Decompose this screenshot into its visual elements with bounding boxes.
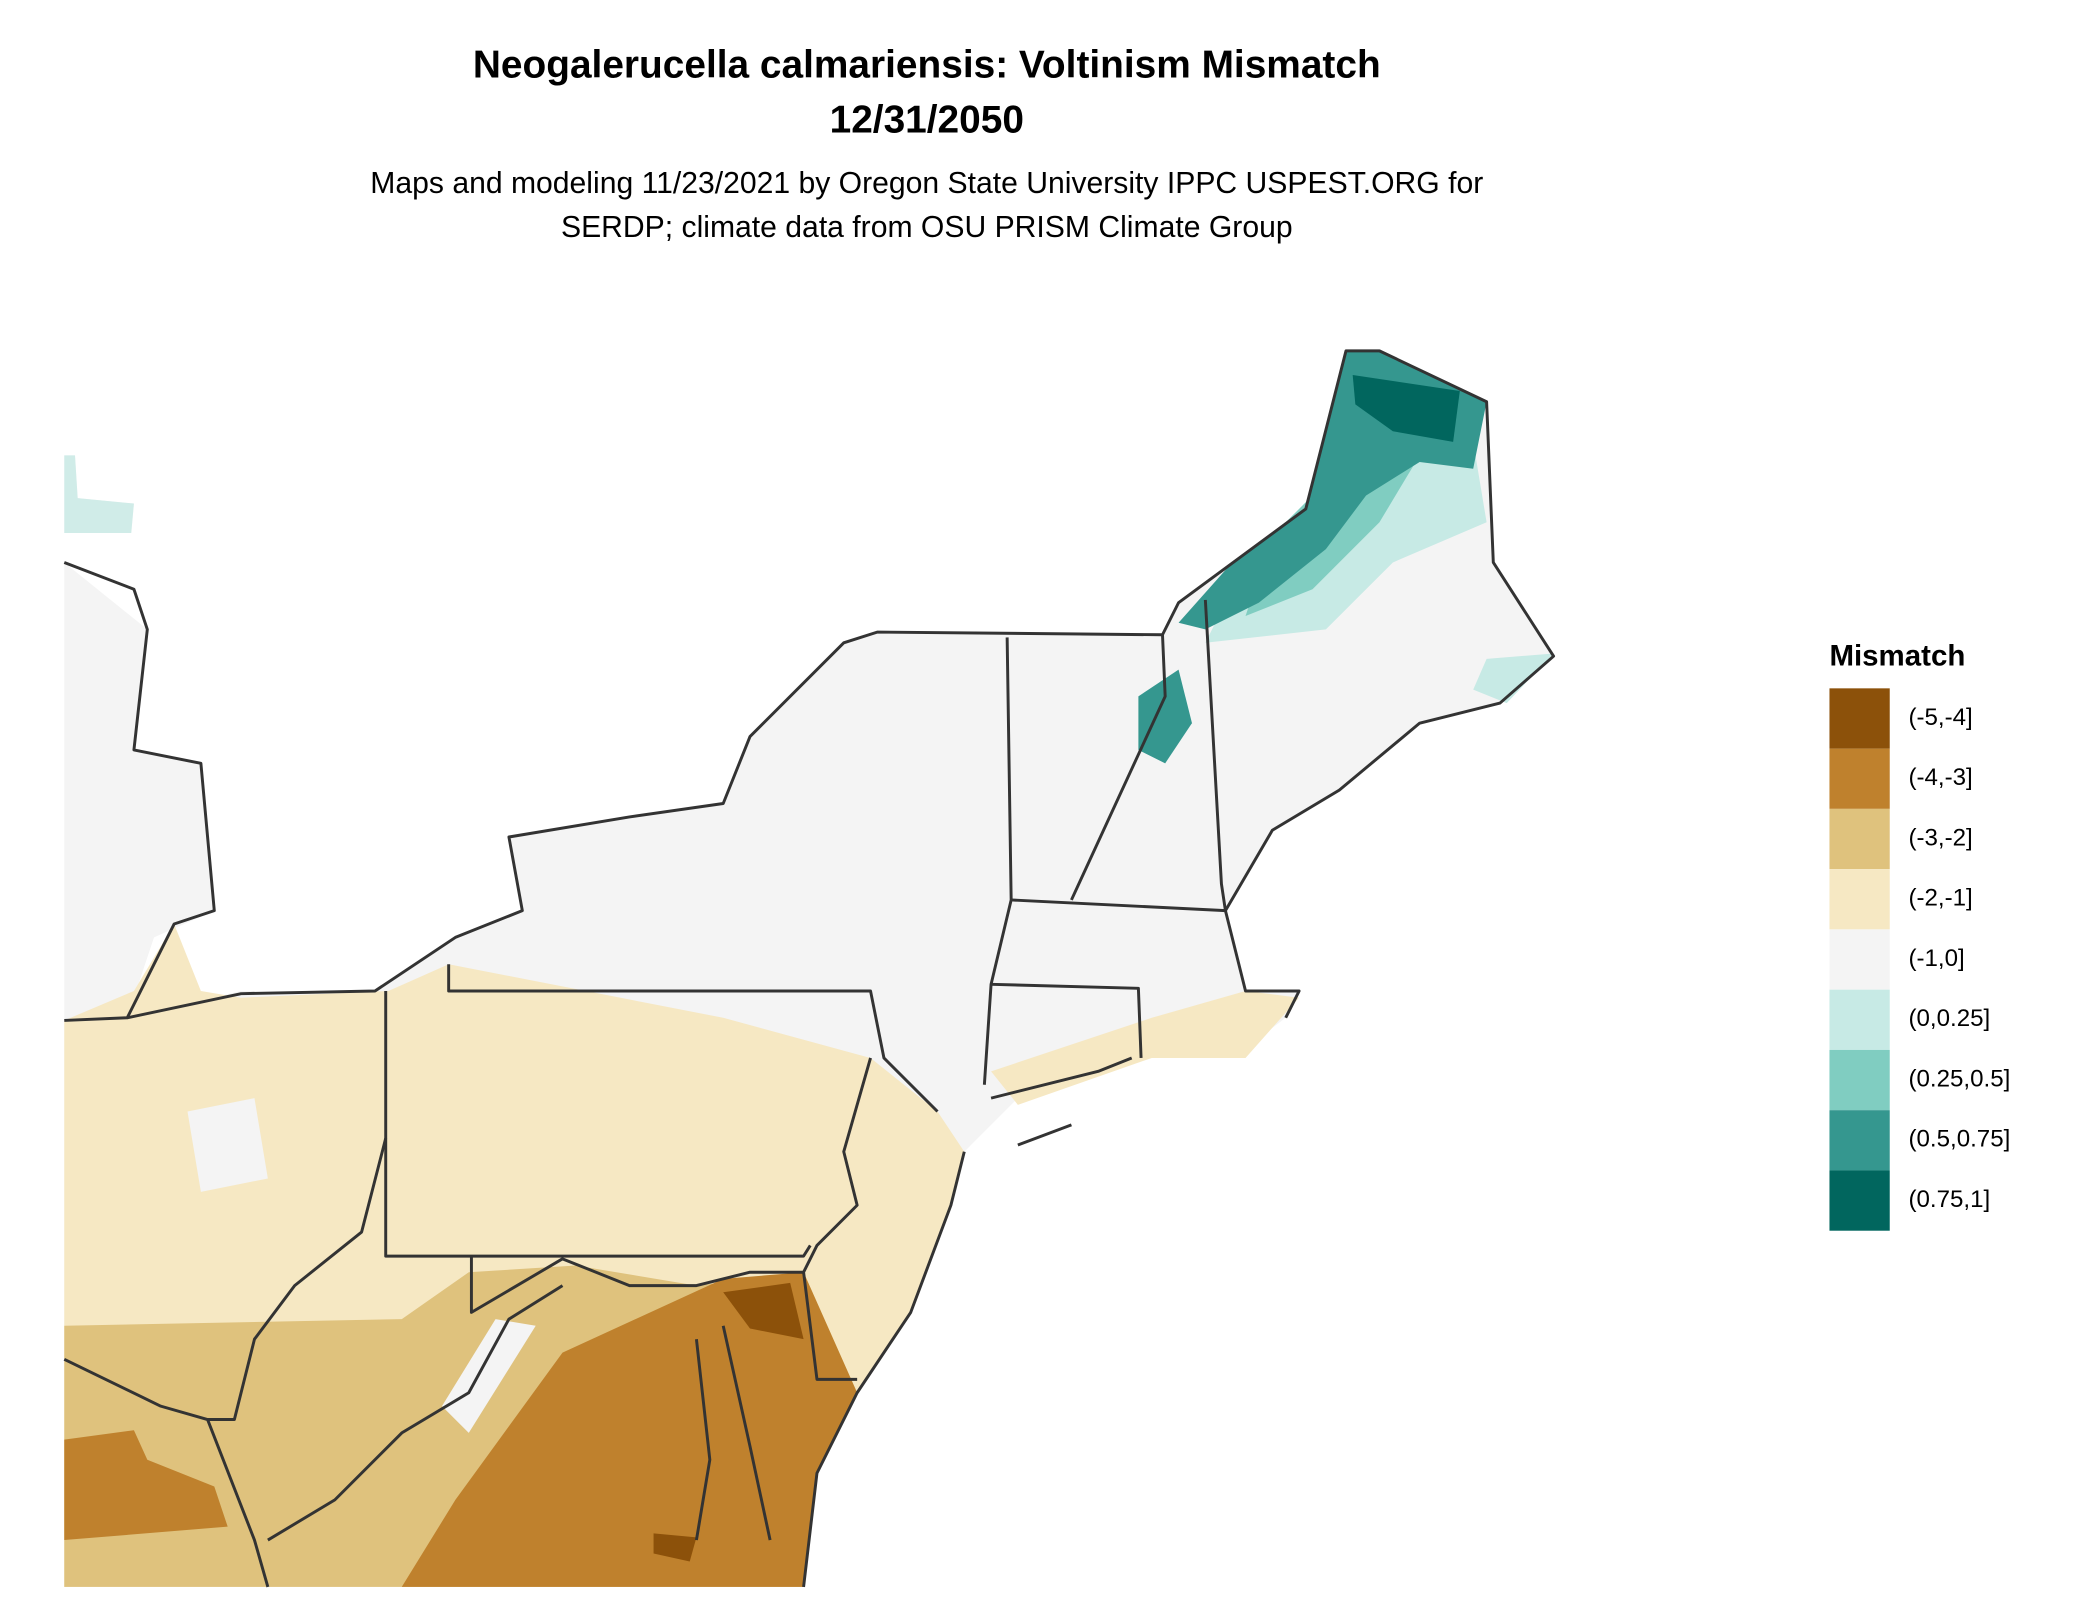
subtitle: SERDP; climate data from OSU PRISM Clima…: [561, 211, 1293, 244]
legend-label: (-2,-1]: [1908, 885, 1972, 912]
subtitle: Maps and modeling 11/23/2021 by Oregon S…: [370, 167, 1483, 200]
coastline: [694, 1056, 1133, 1541]
land-region: [64, 455, 134, 533]
legend-label: (-4,-3]: [1908, 764, 1972, 791]
region-0-025: [1473, 653, 1554, 704]
state-border: [1070, 634, 1167, 901]
region-1-0-patch: [441, 1319, 536, 1433]
state-border: [1203, 599, 1227, 911]
legend-title: Mismatch: [1829, 640, 1965, 673]
state-border: [982, 637, 1013, 1085]
map: [63, 349, 1556, 1588]
legend-swatch: [1829, 688, 1890, 749]
legend-label: (-3,-2]: [1908, 824, 1972, 851]
legend-label: (0.75,1]: [1908, 1186, 1990, 1213]
state-border: [126, 349, 1556, 1020]
region-2-1: [991, 990, 1300, 1105]
legend-swatch: [1829, 808, 1890, 870]
legend-label: (-5,-4]: [1908, 704, 1972, 731]
title: Neogalerucella calmariensis: Voltinism M…: [473, 44, 1381, 87]
region-4-3: [64, 1430, 228, 1541]
legend-swatch: [1829, 1170, 1890, 1231]
legend-swatch: [1829, 989, 1890, 1050]
legend-swatch: [1829, 1049, 1890, 1111]
legend-label: (0.25,0.5]: [1908, 1065, 2010, 1092]
state-border: [63, 561, 216, 1022]
region-5-4: [653, 1533, 697, 1562]
region-4-3: [401, 1272, 858, 1587]
state-border: [447, 964, 939, 1113]
state-border: [802, 1151, 966, 1588]
legend-label: (0.5,0.75]: [1908, 1126, 2010, 1153]
region-05-075: [1138, 669, 1192, 764]
legend-label: (-1,0]: [1908, 945, 1964, 972]
title-date: 12/31/2050: [830, 99, 1024, 142]
legend-swatch: [1829, 929, 1890, 990]
state-border: [207, 1137, 388, 1422]
legend-swatch: [1829, 1110, 1890, 1171]
state-border: [1011, 898, 1226, 913]
state-border: [267, 1284, 564, 1542]
legend-swatch: [1829, 869, 1890, 930]
region-1-0-patch: [187, 1098, 268, 1192]
state-border: [802, 1057, 872, 1381]
state-border: [384, 990, 812, 1258]
region-075-1: [1352, 374, 1460, 442]
legend-label: (0,0.25]: [1908, 1005, 1990, 1032]
legend: Mismatch (-5,-4] (-4,-3] (-3,-2] (-2,-1] (-1…: [1829, 640, 2010, 1231]
state-border: [469, 1256, 804, 1314]
legend-swatch: [1829, 748, 1890, 809]
region-5-4: [723, 1282, 804, 1340]
state-border: [991, 982, 1143, 1059]
